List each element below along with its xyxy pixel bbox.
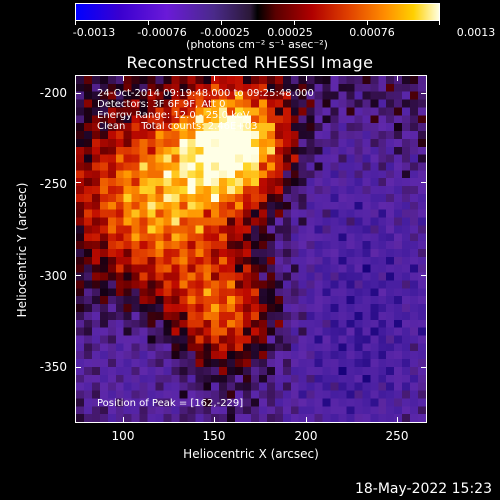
x-axis-title: Heliocentric X (arcsec) [183,447,319,461]
plot-title: Reconstructed RHESSI Image [126,53,374,72]
y-tick [421,367,427,368]
timestamp: 18-May-2022 15:23 [354,481,492,497]
x-tick [214,417,215,423]
x-tick [214,75,215,81]
x-tick [397,75,398,81]
y-tick [75,275,81,276]
y-tick [421,93,427,94]
x-tick-label: 250 [385,429,409,443]
info-total-counts: Clean Total counts: 2.46E+03 [97,121,258,132]
info-detectors: Detectors: 3F 6F 9F, Att 0 [97,99,226,110]
y-axis-title: Heliocentric Y (arcsec) [15,182,29,318]
y-tick-label: -300 [39,269,67,283]
x-tick-label: 200 [294,429,318,443]
heatmap-image [76,76,426,422]
colorbar-tick [439,21,440,25]
x-tick-label: 150 [202,429,226,443]
x-tick [397,417,398,423]
colorbar-tick [294,21,295,25]
info-energy-range: Energy Range: 12.0 - 25.0 keV [97,110,250,121]
info-time-range: 24-Oct-2014 09:19:48.000 to 09:25:48.000 [97,88,314,99]
colorbar-label: 0.00025 [267,26,313,39]
y-tick [75,182,81,183]
colorbar-tick [148,21,149,25]
y-tick-label: -200 [39,86,67,100]
y-tick [75,367,81,368]
colorbar-tick [75,21,76,25]
colorbar-label: -0.00076 [137,26,187,39]
x-tick [306,417,307,423]
x-tick [123,75,124,81]
peak-position: Position of Peak = [162,-229] [97,398,244,409]
colorbar-label: -0.00025 [200,26,250,39]
y-tick-label: -250 [39,177,67,191]
image-plot: 24-Oct-2014 09:19:48.000 to 09:25:48.000… [75,75,427,423]
x-tick [306,75,307,81]
colorbar-label: 0.0013 [456,26,496,39]
x-tick [123,417,124,423]
y-tick [421,182,427,183]
colorbar-label: -0.0013 [72,26,116,39]
colorbar-units: (photons cm⁻² s⁻¹ asec⁻²) [186,38,328,51]
colorbar-label: 0.00076 [349,26,395,39]
colorbar-tick [221,21,222,25]
x-tick-label: 100 [111,429,135,443]
y-tick [75,93,81,94]
y-tick-label: -350 [39,360,67,374]
colorbar [75,3,440,21]
y-tick [421,275,427,276]
colorbar-tick [367,21,368,25]
